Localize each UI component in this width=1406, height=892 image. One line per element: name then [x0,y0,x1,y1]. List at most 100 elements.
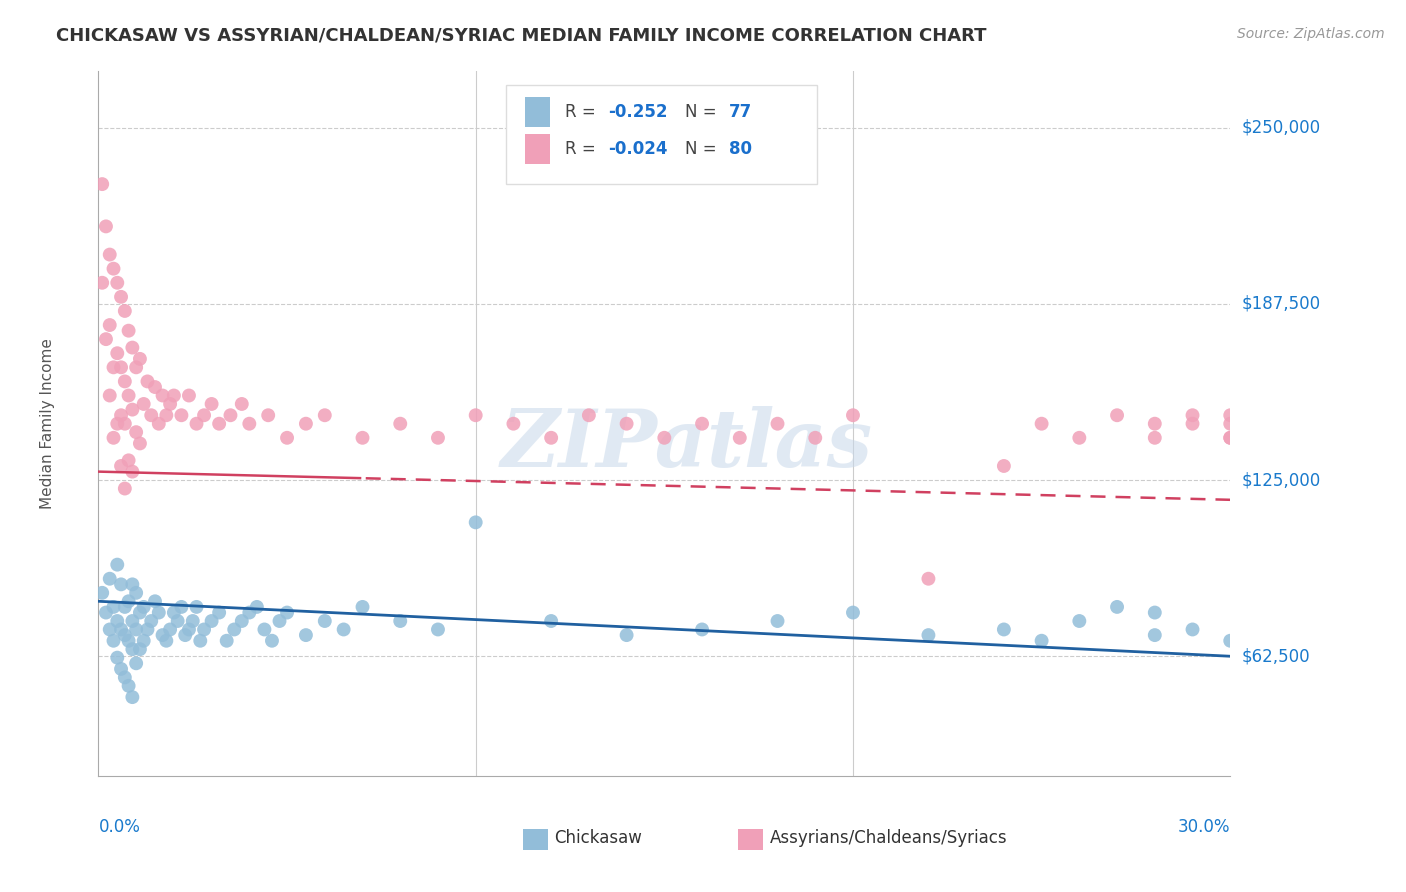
Point [105,614,128,628]
Point [129,642,152,657]
Point [578,409,600,423]
Point [121,614,143,628]
Point [177,388,200,402]
Point [502,417,524,431]
Point [114,599,136,614]
Text: -0.252: -0.252 [607,103,668,121]
Point [177,623,200,637]
Point [389,614,412,628]
Point [132,633,155,648]
Point [163,606,186,620]
Point [1219,431,1241,445]
Point [246,599,269,614]
Point [174,628,197,642]
Point [94,332,117,346]
Point [114,482,136,496]
Point [1219,431,1241,445]
Point [143,594,166,608]
Point [1219,417,1241,431]
Text: Chickasaw: Chickasaw [554,829,643,847]
Point [103,599,125,614]
Text: N =: N = [685,140,721,158]
Point [766,417,789,431]
Point [1107,599,1129,614]
Point [166,614,188,628]
Point [260,633,283,648]
Point [121,577,143,591]
Point [94,606,117,620]
Point [766,614,789,628]
Point [1069,614,1091,628]
Point [917,572,939,586]
Point [690,623,713,637]
Point [253,623,276,637]
Point [129,351,152,366]
Point [121,465,143,479]
Text: R =: R = [565,103,600,121]
Point [148,417,170,431]
Point [163,388,186,402]
Point [427,431,450,445]
Point [105,346,128,360]
Point [117,453,139,467]
Point [652,431,676,445]
Point [152,628,174,642]
Text: 0.0%: 0.0% [98,818,141,837]
FancyBboxPatch shape [523,830,548,850]
Point [1031,633,1053,648]
Point [1181,623,1204,637]
Point [389,417,412,431]
Point [114,304,136,318]
Point [103,431,125,445]
Point [170,599,193,614]
Point [114,375,136,389]
Point [219,409,242,423]
Text: CHICKASAW VS ASSYRIAN/CHALDEAN/SYRIAC MEDIAN FAMILY INCOME CORRELATION CHART: CHICKASAW VS ASSYRIAN/CHALDEAN/SYRIAC ME… [56,27,987,45]
Point [464,516,486,530]
Point [136,375,159,389]
Point [690,417,713,431]
Point [540,614,562,628]
Point [91,177,114,191]
Point [201,614,224,628]
Point [129,606,152,620]
Point [208,417,231,431]
Point [98,388,121,402]
FancyBboxPatch shape [506,86,817,184]
Point [114,628,136,642]
Point [314,614,336,628]
Point [238,606,260,620]
Point [155,409,177,423]
Point [231,397,253,411]
Text: Assyrians/Chaldeans/Syriacs: Assyrians/Chaldeans/Syriacs [769,829,1007,847]
Point [295,628,318,642]
Text: Median Family Income: Median Family Income [39,338,55,509]
Text: 80: 80 [728,140,752,158]
Point [352,599,374,614]
Point [143,380,166,394]
Point [125,586,148,600]
Point [193,409,215,423]
Point [208,606,231,620]
Point [110,662,132,676]
Point [117,679,139,693]
Point [993,458,1015,473]
Point [616,628,638,642]
Point [1181,417,1204,431]
FancyBboxPatch shape [738,830,763,850]
Point [231,614,253,628]
Point [616,417,638,431]
Point [110,290,132,304]
Point [141,409,163,423]
Point [103,360,125,375]
Point [103,261,125,276]
Point [1143,417,1166,431]
Point [186,417,208,431]
Point [464,409,486,423]
Point [1219,409,1241,423]
Point [141,614,163,628]
Point [98,318,121,332]
Point [117,388,139,402]
Point [125,360,148,375]
Text: $62,500: $62,500 [1241,648,1310,665]
